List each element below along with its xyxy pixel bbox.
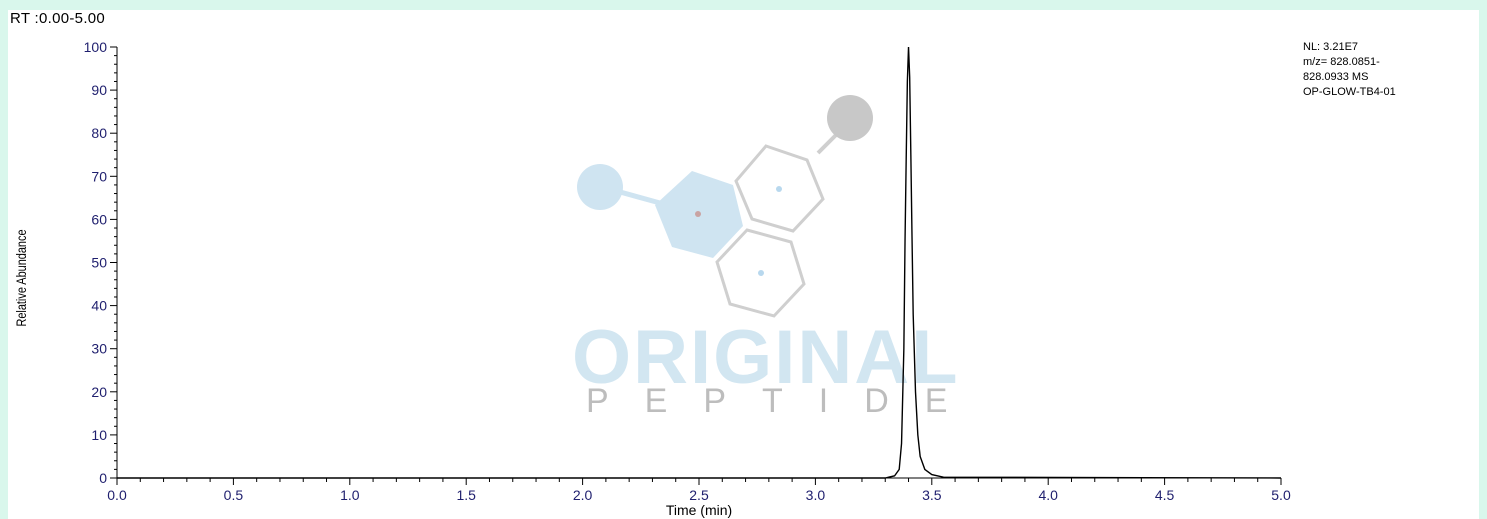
info-line: NL: 3.21E7 — [1303, 41, 1359, 53]
x-tick-label: 1.5 — [456, 487, 476, 503]
x-tick-label: 0.5 — [224, 487, 244, 503]
info-line: OP-GLOW-TB4-01 — [1303, 86, 1396, 98]
x-ticks: 0.0 0.5 1.0 1.5 2.0 2.5 3.0 3.5 4.0 4.5 5.0 — [107, 478, 1291, 503]
x-tick-label: 5.0 — [1271, 487, 1291, 503]
watermark-logo: ORIGINAL PEPTIDE — [572, 95, 983, 420]
logo-dot — [695, 211, 701, 217]
logo-hexagon-outline-top — [734, 144, 825, 233]
logo-atom-blue — [577, 164, 623, 210]
logo-dot — [758, 270, 764, 276]
info-box: NL: 3.21E7 m/z= 828.0851- 828.0933 MS OP… — [1303, 40, 1396, 100]
x-tick-label: 2.0 — [573, 487, 593, 503]
x-tick-label: 2.5 — [689, 487, 709, 503]
watermark-title: ORIGINAL — [572, 315, 960, 400]
y-tick-label: 60 — [91, 211, 107, 227]
logo-atom-grey — [827, 95, 873, 141]
x-tick-label: 4.0 — [1038, 487, 1058, 503]
x-tick-label: 3.0 — [806, 487, 826, 503]
rt-range-label: RT :0.00-5.00 — [10, 10, 106, 27]
chromatogram-trace — [117, 46, 1282, 479]
watermark-subtitle: PEPTIDE — [586, 382, 983, 420]
y-axis-title: Relative Abundance — [14, 229, 30, 326]
y-tick-label: 10 — [91, 427, 107, 443]
info-line: m/z= 828.0851- — [1303, 56, 1380, 68]
y-tick-label: 0 — [99, 470, 107, 486]
y-tick-label: 30 — [91, 341, 107, 357]
y-ticks: 0 10 20 30 40 50 60 70 80 90 100 — [84, 39, 117, 486]
logo-hexagon-outline-bottom — [715, 228, 806, 318]
y-tick-label: 70 — [91, 168, 107, 184]
x-axis-title: Time (min) — [666, 502, 732, 518]
y-tick-label: 100 — [84, 39, 108, 55]
logo-dot — [776, 186, 782, 192]
y-tick-label: 50 — [91, 255, 107, 271]
y-tick-label: 80 — [91, 125, 107, 141]
x-tick-label: 0.0 — [107, 487, 127, 503]
y-tick-label: 90 — [91, 82, 107, 98]
x-tick-label: 1.0 — [340, 487, 360, 503]
x-tick-label: 4.5 — [1155, 487, 1175, 503]
x-tick-label: 3.5 — [922, 487, 942, 503]
y-tick-label: 40 — [91, 298, 107, 314]
info-line: 828.0933 MS — [1303, 71, 1369, 83]
y-tick-label: 20 — [91, 384, 107, 400]
chromatogram-panel — [8, 10, 1479, 519]
